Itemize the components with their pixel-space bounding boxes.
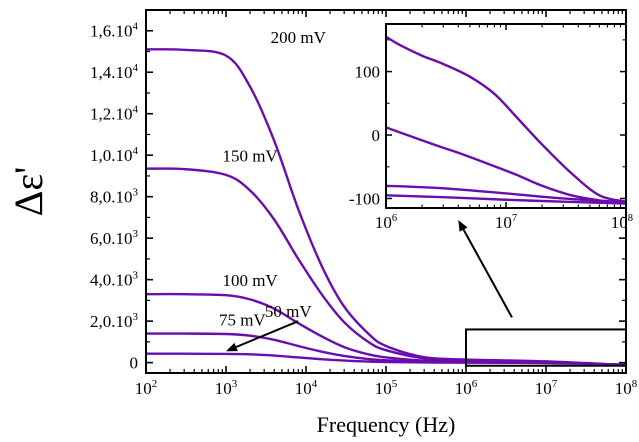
zoom-box [465, 328, 627, 367]
y-tick-label: 4,0.103 [90, 270, 139, 290]
x-tick-label: 102 [135, 378, 158, 398]
inset-plot: 106 107 108 -100 0 100 [349, 23, 633, 232]
y-tick-label: 1,2.104 [90, 104, 139, 124]
inset-x-tick-label: 107 [495, 213, 517, 232]
x-tick-label: 103 [215, 378, 238, 398]
x-tick-label: 105 [375, 378, 398, 398]
y-tick-label: 1,0.104 [90, 145, 139, 165]
inset-series-100-mv-line [385, 184, 627, 204]
y-tick-label: 1,6.104 [90, 21, 139, 41]
inset-y-tick-label: -100 [349, 189, 380, 208]
curve-label-75-mv: 75 mV [219, 310, 266, 329]
y-axis-title: Δε' [6, 167, 51, 217]
inset-tick-labels: 106 107 108 -100 0 100 [349, 63, 633, 232]
curve-label-100-mv: 100 mV [222, 271, 278, 290]
curve-label-200-mv: 200 mV [271, 28, 327, 47]
inset-series-200-mv-line [385, 35, 627, 203]
y-tick-label: 0 [130, 354, 139, 373]
y-tick-label: 6,0.103 [90, 228, 139, 248]
x-axis-title: Frequency (Hz) [317, 412, 456, 437]
curve-label-50-mv: 50 mV [265, 302, 312, 321]
inset-y-tick-label: 100 [355, 63, 381, 82]
y-tick-label: 1,4.104 [90, 62, 139, 82]
inset-background [386, 24, 626, 208]
inset-x-tick-label: 106 [375, 213, 397, 232]
arrow-50mv [226, 320, 299, 352]
inset-series-50-mv-line [385, 194, 627, 205]
x-tick-label: 108 [615, 378, 638, 398]
y-tick-label: 8,0.103 [90, 187, 139, 207]
inset-x-tick-label: 108 [611, 213, 633, 232]
inset-series-150-mv-line [385, 126, 627, 205]
y-tick-label: 2,0.103 [90, 311, 139, 331]
main-tick-labels: 102 103 104 105 106 107 108 0 2,0.103 4,0.103 6,0.… [90, 21, 638, 398]
x-tick-label: 107 [535, 378, 558, 398]
arrow-zoom-to-inset [458, 220, 513, 318]
curve-label-150-mv: 150 mV [222, 146, 278, 165]
inset-series [385, 35, 627, 205]
x-tick-label: 106 [455, 378, 478, 398]
inset-y-tick-label: 0 [372, 126, 381, 145]
inset-plot-frame [385, 23, 627, 209]
x-tick-label: 104 [295, 378, 318, 398]
arrows [226, 220, 513, 352]
